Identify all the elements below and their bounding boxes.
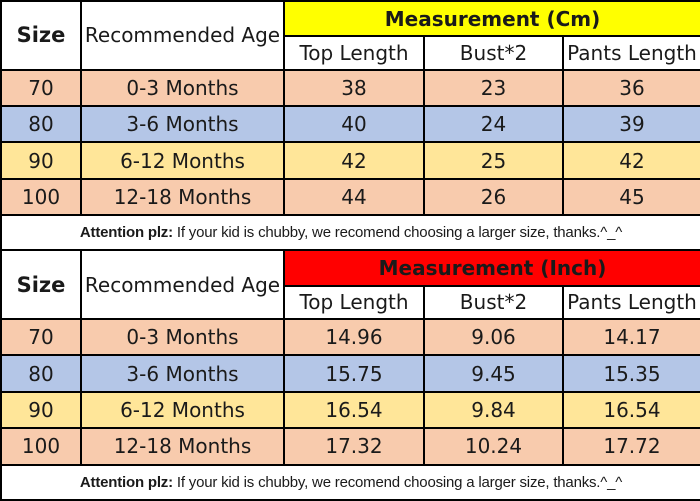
bust-cell: 25 bbox=[423, 141, 564, 180]
top-length-cell: 38 bbox=[283, 68, 425, 108]
bust-cell: 10.24 bbox=[423, 427, 564, 466]
top-length-cell: 40 bbox=[283, 105, 425, 144]
cm-row-100: 100 12-18 Months 44 26 45 bbox=[0, 177, 700, 217]
size-cell: 100 bbox=[0, 177, 82, 217]
bust-cell: 9.06 bbox=[423, 318, 564, 357]
inch-row-100: 100 12-18 Months 17.32 10.24 17.72 bbox=[0, 427, 700, 466]
inch-pants-length-header: Pants Length bbox=[562, 284, 700, 321]
attention-text: If your kid is chubby, we recomend choos… bbox=[172, 473, 623, 491]
top-length-cell: 17.32 bbox=[283, 427, 425, 466]
size-cell: 70 bbox=[0, 68, 82, 108]
cm-measurement-header: Measurement (Cm) bbox=[283, 0, 700, 38]
pants-length-cell: 15.35 bbox=[562, 354, 700, 393]
bust-cell: 9.84 bbox=[423, 390, 564, 430]
pants-length-cell: 17.72 bbox=[562, 427, 700, 466]
attention-note: Attention plz: If your kid is chubby, we… bbox=[0, 463, 700, 501]
size-cell: 90 bbox=[0, 141, 82, 180]
inch-bust-header: Bust*2 bbox=[423, 284, 564, 321]
cm-bust-header: Bust*2 bbox=[423, 35, 564, 71]
cm-age-header: Recommended Age bbox=[80, 0, 285, 71]
pants-length-cell: 36 bbox=[562, 68, 700, 108]
pants-length-cell: 14.17 bbox=[562, 318, 700, 357]
age-cell: 0-3 Months bbox=[80, 68, 285, 108]
cm-size-header: Size bbox=[0, 0, 82, 71]
inch-row-90: 90 6-12 Months 16.54 9.84 16.54 bbox=[0, 390, 700, 430]
bust-cell: 26 bbox=[423, 177, 564, 217]
inch-attention-row: Attention plz: If your kid is chubby, we… bbox=[0, 463, 700, 501]
top-length-cell: 14.96 bbox=[283, 318, 425, 357]
bust-cell: 9.45 bbox=[423, 354, 564, 393]
cm-header-row: Size Recommended Age Measurement (Cm) bbox=[0, 0, 700, 71]
pants-length-cell: 39 bbox=[562, 105, 700, 144]
attention-label: Attention plz: bbox=[79, 224, 173, 242]
inch-age-header: Recommended Age bbox=[80, 249, 285, 321]
cm-row-80: 80 3-6 Months 40 24 39 bbox=[0, 105, 700, 144]
cm-pants-length-header: Pants Length bbox=[562, 35, 700, 71]
age-cell: 6-12 Months bbox=[80, 390, 285, 430]
cm-top-length-header: Top Length bbox=[283, 35, 425, 71]
age-cell: 6-12 Months bbox=[80, 141, 285, 180]
inch-row-70: 70 0-3 Months 14.96 9.06 14.17 bbox=[0, 318, 700, 357]
bust-cell: 23 bbox=[423, 68, 564, 108]
age-cell: 12-18 Months bbox=[80, 177, 285, 217]
cm-attention-row: Attention plz: If your kid is chubby, we… bbox=[0, 214, 700, 252]
cm-subheader-row: Top Length Bust*2 Pants Length bbox=[1, 35, 700, 71]
top-length-cell: 44 bbox=[283, 177, 425, 217]
inch-top-length-header: Top Length bbox=[283, 284, 425, 321]
attention-text: If your kid is chubby, we recomend choos… bbox=[172, 224, 623, 242]
age-cell: 3-6 Months bbox=[80, 105, 285, 144]
size-cell: 90 bbox=[0, 390, 82, 430]
attention-note: Attention plz: If your kid is chubby, we… bbox=[0, 214, 700, 252]
pants-length-cell: 42 bbox=[562, 141, 700, 180]
inch-header-row: Size Recommended Age Measurement (Inch) bbox=[0, 249, 700, 321]
bust-cell: 24 bbox=[423, 105, 564, 144]
cm-row-70: 70 0-3 Months 38 23 36 bbox=[0, 68, 700, 108]
size-cell: 70 bbox=[0, 318, 82, 357]
top-length-cell: 16.54 bbox=[283, 390, 425, 430]
age-cell: 12-18 Months bbox=[80, 427, 285, 466]
attention-label: Attention plz: bbox=[79, 473, 173, 491]
pants-length-cell: 45 bbox=[562, 177, 700, 217]
pants-length-cell: 16.54 bbox=[562, 390, 700, 430]
inch-row-80: 80 3-6 Months 15.75 9.45 15.35 bbox=[0, 354, 700, 393]
size-cell: 80 bbox=[0, 105, 82, 144]
inch-subheader-row: Top Length Bust*2 Pants Length bbox=[1, 284, 700, 321]
size-cell: 100 bbox=[0, 427, 82, 466]
inch-measurement-header: Measurement (Inch) bbox=[283, 249, 700, 287]
cm-row-90: 90 6-12 Months 42 25 42 bbox=[0, 141, 700, 180]
age-cell: 3-6 Months bbox=[80, 354, 285, 393]
top-length-cell: 42 bbox=[283, 141, 425, 180]
top-length-cell: 15.75 bbox=[283, 354, 425, 393]
size-cell: 80 bbox=[0, 354, 82, 393]
inch-size-header: Size bbox=[0, 249, 82, 321]
age-cell: 0-3 Months bbox=[80, 318, 285, 357]
